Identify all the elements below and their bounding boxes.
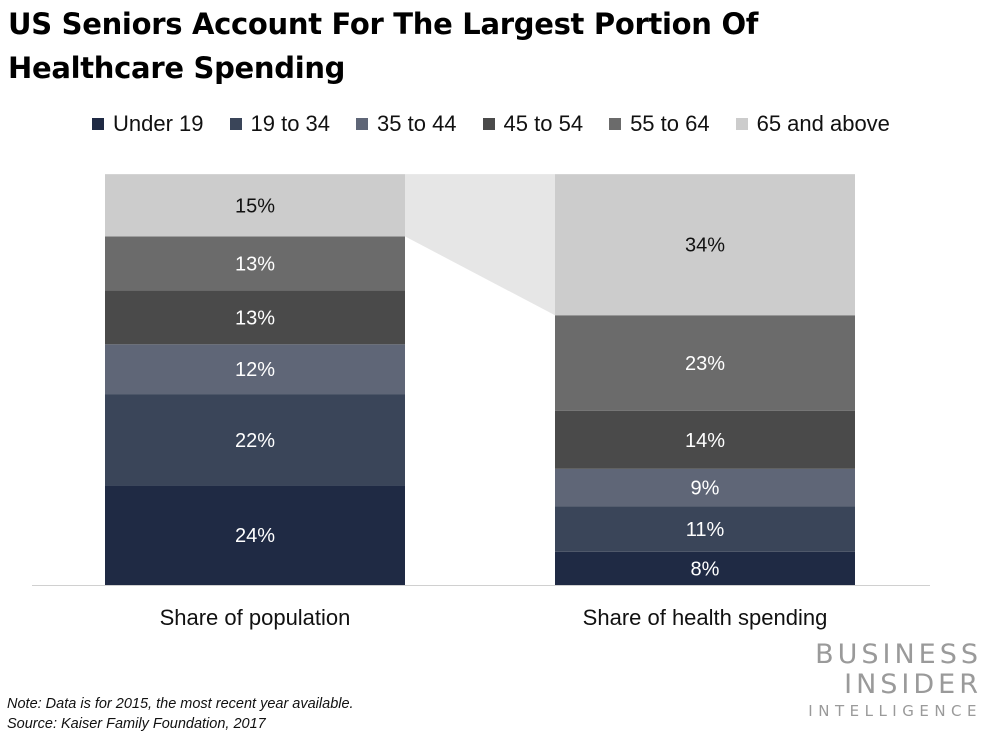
- bar-segment: [555, 410, 855, 469]
- chart-title-line2: Healthcare Spending: [8, 51, 346, 85]
- logo-business: BUSINESS: [815, 639, 982, 670]
- bar-segment: [105, 344, 405, 395]
- data-label: 13%: [235, 253, 275, 275]
- bar-segment: [555, 506, 855, 552]
- footnote: Note: Data is for 2015, the most recent …: [7, 696, 354, 712]
- logo-intelligence: INTELLIGENCE: [808, 702, 982, 720]
- legend-item: 65 and above: [735, 111, 890, 137]
- legend-item: 45 to 54: [482, 111, 584, 137]
- data-label: 23%: [685, 353, 725, 375]
- category-label: Share of health spending: [583, 605, 828, 630]
- legend-label: 35 to 44: [377, 111, 457, 136]
- bar-segment: [555, 468, 855, 507]
- legend-swatch: [482, 118, 495, 130]
- bar-segment: [555, 551, 855, 585]
- stacked-bar-chart: 24% 22% 12% 13% 13% 15% Share of population 8% 1…: [32, 174, 930, 630]
- legend-label: 45 to 54: [503, 111, 584, 136]
- legend-swatch: [229, 118, 242, 130]
- data-label: 11%: [686, 519, 725, 541]
- logo-insider: INSIDER: [844, 669, 982, 700]
- bar-segment: [105, 236, 405, 291]
- bar-segment: [105, 174, 405, 237]
- legend-item: 19 to 34: [229, 111, 331, 137]
- highlight-connector: [405, 174, 555, 316]
- data-label: 12%: [235, 359, 275, 381]
- legend-swatch: [92, 118, 104, 130]
- data-label: 15%: [235, 195, 275, 217]
- chart-legend: Under 19 19 to 34 35 to 44 45 to 54 55 to 64…: [92, 108, 916, 140]
- legend-label: Under 19: [113, 111, 204, 136]
- legend-swatch: [735, 118, 748, 130]
- legend-label: 19 to 34: [250, 111, 331, 136]
- category-label: Share of population: [160, 605, 351, 630]
- data-label: 13%: [235, 307, 275, 329]
- legend-item: 55 to 64: [609, 111, 710, 137]
- data-label: 14%: [685, 430, 725, 452]
- source-note: Source: Kaiser Family Foundation, 2017: [7, 716, 266, 732]
- data-label: 24%: [235, 525, 275, 547]
- bar-segment: [105, 290, 405, 345]
- bar-segment: [105, 394, 405, 486]
- data-label: 34%: [685, 235, 725, 257]
- business-insider-intelligence-logo: BUSINESS INSIDER INTELLIGENCE: [808, 640, 982, 722]
- chart-title-line1: US Seniors Account For The Largest Porti…: [8, 7, 759, 41]
- chart-title: US Seniors Account For The Largest Porti…: [8, 2, 988, 90]
- legend-swatch: [356, 118, 369, 130]
- bar-segment: [555, 174, 855, 316]
- data-label: 9%: [691, 477, 720, 499]
- data-label: 22%: [235, 430, 275, 452]
- data-label: 8%: [691, 558, 720, 580]
- legend-item: Under 19: [92, 111, 204, 137]
- legend-swatch: [609, 118, 622, 130]
- legend-label: 65 and above: [756, 111, 890, 136]
- legend-label: 55 to 64: [630, 111, 710, 136]
- legend-item: 35 to 44: [356, 111, 457, 137]
- bar-segment: [555, 315, 855, 411]
- bar-segment: [105, 485, 405, 585]
